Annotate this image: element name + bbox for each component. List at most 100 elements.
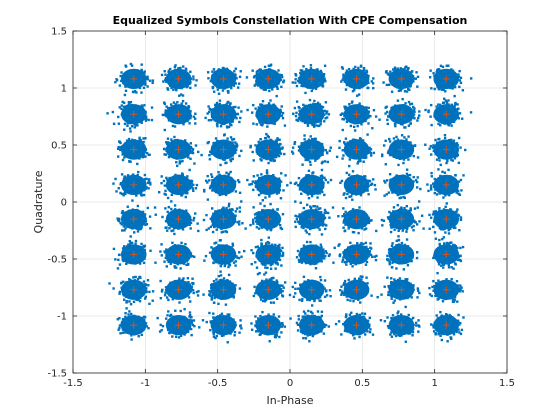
- symbol-point: [174, 294, 177, 297]
- symbol-point: [131, 145, 135, 149]
- symbol-point: [119, 181, 123, 185]
- symbol-point: [118, 84, 122, 87]
- symbol-point: [221, 158, 225, 161]
- symbol-point: [146, 75, 149, 78]
- symbol-point: [268, 326, 271, 329]
- symbol-point: [130, 219, 134, 222]
- symbol-point: [261, 263, 265, 266]
- symbol-point: [265, 216, 269, 220]
- symbol-point: [188, 222, 191, 225]
- symbol-point: [141, 286, 144, 289]
- symbol-point: [163, 102, 167, 106]
- symbol-point: [227, 79, 230, 83]
- symbol-point: [263, 300, 267, 303]
- symbol-point: [144, 295, 148, 298]
- symbol-point: [186, 74, 190, 78]
- symbol-point: [250, 182, 253, 186]
- symbol-point: [260, 146, 263, 150]
- symbol-point: [192, 219, 195, 222]
- symbol-point: [126, 180, 130, 184]
- symbol-point: [175, 83, 179, 87]
- symbol-point: [273, 115, 276, 119]
- symbol-point: [142, 261, 146, 265]
- symbol-point: [204, 254, 208, 258]
- symbol-point: [234, 67, 237, 70]
- symbol-point: [180, 316, 183, 319]
- symbol-point: [227, 202, 231, 206]
- symbol-point: [222, 121, 226, 124]
- symbol-point: [160, 181, 163, 185]
- symbol-point: [124, 331, 127, 334]
- symbol-point: [124, 227, 127, 230]
- symbol-point: [166, 287, 169, 290]
- symbol-point: [137, 315, 140, 318]
- symbol-point: [138, 214, 142, 217]
- symbol-point: [235, 255, 238, 258]
- symbol-point: [193, 255, 196, 258]
- symbol-point: [184, 258, 187, 261]
- symbol-point: [212, 149, 215, 152]
- symbol-point: [197, 290, 200, 293]
- symbol-point: [267, 177, 271, 181]
- symbol-point: [216, 85, 219, 89]
- symbol-point: [266, 257, 270, 261]
- symbol-point: [259, 222, 262, 226]
- symbol-point: [169, 177, 172, 180]
- symbol-point: [231, 108, 234, 111]
- symbol-point: [183, 176, 186, 179]
- symbol-point: [261, 324, 265, 327]
- symbol-point: [176, 263, 179, 266]
- symbol-point: [125, 110, 128, 114]
- symbol-point: [191, 151, 195, 155]
- symbol-point: [230, 250, 233, 253]
- symbol-point: [215, 106, 218, 109]
- symbol-point: [170, 223, 174, 227]
- symbol-point: [150, 106, 154, 109]
- symbol-point: [269, 186, 273, 189]
- symbol-point: [264, 250, 267, 253]
- symbol-point: [253, 213, 257, 216]
- symbol-point: [138, 255, 142, 258]
- symbol-point: [160, 328, 163, 332]
- symbol-point: [227, 283, 230, 286]
- symbol-point: [165, 176, 168, 180]
- symbol-point: [274, 181, 277, 185]
- symbol-point: [226, 341, 229, 344]
- symbol-point: [136, 115, 140, 118]
- symbol-point: [174, 87, 178, 90]
- symbol-point: [135, 221, 138, 224]
- symbol-point: [277, 177, 281, 180]
- symbol-point: [258, 320, 261, 324]
- symbol-point: [165, 296, 169, 299]
- symbol-point: [136, 295, 139, 299]
- symbol-point: [125, 262, 128, 266]
- symbol-point: [270, 156, 274, 159]
- symbol-point: [123, 93, 127, 97]
- symbol-point: [258, 216, 262, 219]
- symbol-point: [240, 327, 243, 330]
- symbol-point: [215, 250, 218, 254]
- symbol-point: [134, 110, 138, 113]
- symbol-point: [274, 243, 277, 247]
- symbol-point: [178, 218, 181, 222]
- symbol-point: [141, 325, 144, 328]
- symbol-point: [144, 137, 147, 140]
- symbol-point: [144, 148, 147, 152]
- symbol-point: [228, 208, 232, 211]
- symbol-point: [220, 248, 223, 252]
- symbol-point: [259, 111, 262, 114]
- symbol-point: [179, 175, 182, 178]
- symbol-point: [185, 259, 188, 263]
- symbol-point: [224, 149, 227, 153]
- symbol-point: [170, 178, 174, 181]
- symbol-point: [275, 109, 278, 112]
- symbol-point: [260, 154, 263, 157]
- symbol-point: [120, 324, 124, 328]
- symbol-point: [145, 222, 149, 226]
- symbol-point: [221, 177, 225, 180]
- symbol-point: [277, 217, 281, 220]
- symbol-point: [228, 71, 232, 74]
- symbol-point: [127, 220, 130, 223]
- symbol-point: [175, 247, 178, 250]
- symbol-point: [215, 84, 218, 87]
